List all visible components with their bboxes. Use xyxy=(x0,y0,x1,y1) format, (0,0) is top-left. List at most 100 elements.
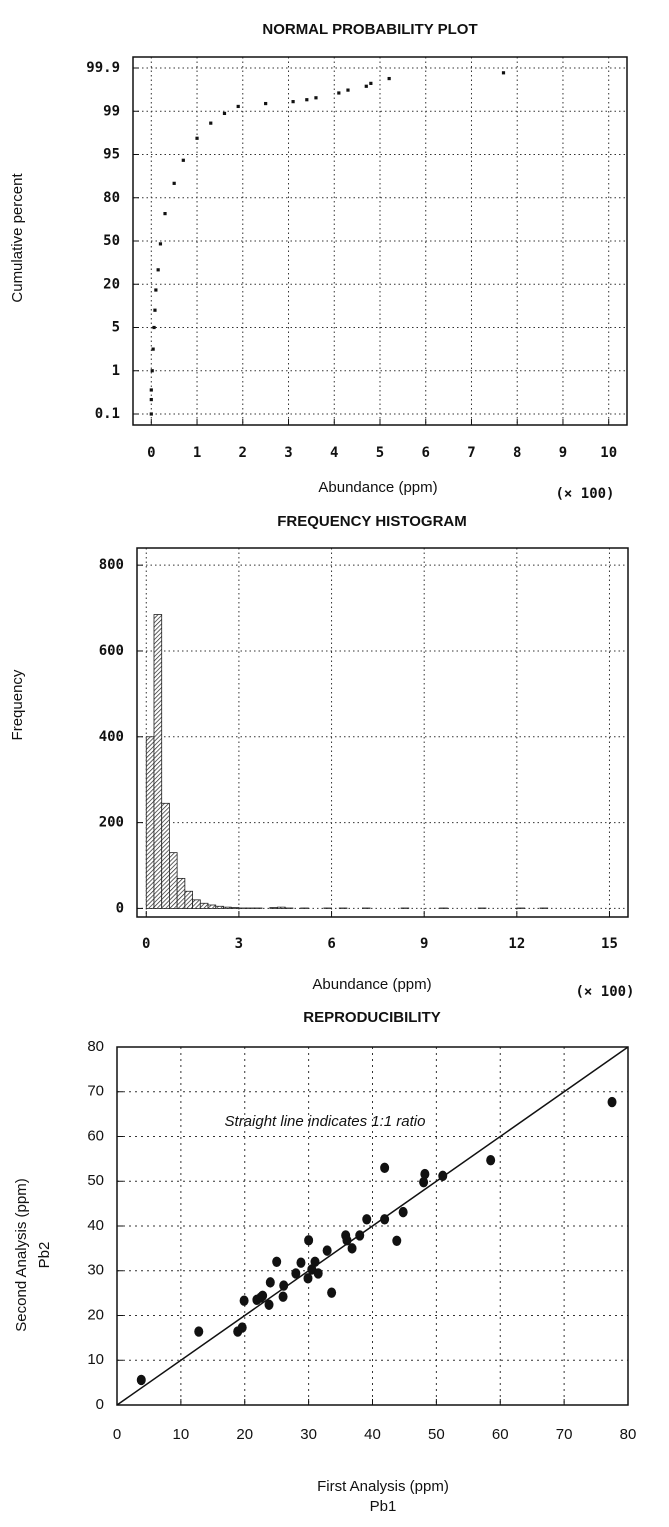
point xyxy=(236,104,240,109)
point xyxy=(304,1235,314,1246)
point xyxy=(607,1096,617,1108)
x-tick-label: 2 xyxy=(239,445,247,461)
y-axis-label: Cumulative percent xyxy=(9,173,26,303)
point xyxy=(362,1214,372,1225)
point xyxy=(149,388,153,392)
point xyxy=(264,1299,274,1310)
point xyxy=(209,121,213,125)
y-tick-label: 70 xyxy=(87,1083,104,1100)
bar xyxy=(230,907,240,909)
point xyxy=(327,1287,337,1298)
x-multiplier: (× 100) xyxy=(555,486,614,502)
point xyxy=(392,1235,402,1246)
point xyxy=(342,1235,352,1246)
point xyxy=(291,100,295,104)
y-tick-label: 0.1 xyxy=(95,406,120,422)
point xyxy=(265,1277,275,1288)
point xyxy=(279,1280,289,1291)
point xyxy=(355,1230,365,1241)
point xyxy=(305,98,309,102)
point xyxy=(195,136,199,140)
x-tick-label: 5 xyxy=(376,445,384,461)
point xyxy=(163,212,167,216)
plot-frame xyxy=(132,56,628,426)
point xyxy=(322,1245,332,1256)
y-tick-label: 400 xyxy=(99,729,124,745)
bar xyxy=(223,906,232,909)
point xyxy=(181,158,185,162)
point xyxy=(172,181,176,185)
y-tick-label: 600 xyxy=(99,643,124,659)
x-tick-label: 4 xyxy=(330,445,338,461)
point xyxy=(156,268,160,272)
point xyxy=(398,1206,408,1218)
bar xyxy=(207,904,217,909)
y-axis-label: Frequency xyxy=(9,669,26,740)
point xyxy=(237,1322,247,1333)
bar xyxy=(169,852,178,909)
y-tick-label: 50 xyxy=(103,233,120,249)
point xyxy=(149,397,153,402)
y-tick-label: 10 xyxy=(87,1351,104,1368)
bar xyxy=(176,877,186,909)
point xyxy=(149,412,153,416)
x-tick-label: 10 xyxy=(600,445,617,461)
x-tick-label: 12 xyxy=(508,936,525,952)
bar xyxy=(199,902,209,909)
y-tick-label: 80 xyxy=(103,190,120,206)
point xyxy=(303,1273,313,1284)
x-tick-label: 80 xyxy=(620,1426,637,1443)
x-tick-label: 0 xyxy=(147,445,155,461)
bar xyxy=(269,907,278,909)
y-tick-label: 200 xyxy=(99,815,124,831)
y-tick-label: 95 xyxy=(103,147,120,163)
y-tick-label: 99 xyxy=(103,103,120,119)
bar xyxy=(184,890,193,909)
x-tick-label: 0 xyxy=(142,936,150,952)
point xyxy=(387,76,391,81)
x-tick-label: 3 xyxy=(235,936,243,952)
y-tick-label: 0 xyxy=(116,900,124,916)
x-tick-label: 70 xyxy=(556,1426,573,1443)
y-tick-label: 80 xyxy=(87,1038,104,1055)
bar xyxy=(192,899,201,909)
bar xyxy=(161,802,170,909)
x-tick-label: 9 xyxy=(420,936,428,952)
point xyxy=(291,1268,301,1279)
point xyxy=(296,1257,306,1268)
point xyxy=(438,1170,448,1182)
y-tick-label: 60 xyxy=(87,1127,104,1144)
point xyxy=(152,325,156,330)
point xyxy=(278,1291,288,1302)
point xyxy=(314,96,318,100)
x-tick-label: 0 xyxy=(113,1426,121,1443)
point xyxy=(136,1374,146,1386)
chart-title: FREQUENCY HISTOGRAM xyxy=(277,513,466,530)
point xyxy=(337,91,341,95)
bar xyxy=(277,906,286,909)
point xyxy=(364,84,368,88)
point xyxy=(222,111,227,116)
bar xyxy=(215,905,224,909)
y-tick-label: 99.9 xyxy=(86,60,120,76)
plot-frame xyxy=(136,547,629,918)
y-tick-label: 0 xyxy=(96,1396,104,1413)
chart-title: REPRODUCIBILITY xyxy=(303,1009,441,1026)
x-tick-label: 40 xyxy=(364,1426,381,1443)
y-axis-label: Second Analysis (ppm) xyxy=(13,1178,30,1331)
point xyxy=(151,347,155,351)
x-tick-label: 15 xyxy=(601,936,618,952)
y-tick-label: 40 xyxy=(87,1217,104,1234)
point xyxy=(153,308,157,312)
x-tick-label: 9 xyxy=(559,445,567,461)
x-tick-label: 60 xyxy=(492,1426,509,1443)
x-tick-label: 1 xyxy=(193,445,201,461)
y-tick-label: 800 xyxy=(99,557,124,573)
y-tick-label: 50 xyxy=(87,1172,104,1189)
point xyxy=(154,288,158,292)
point xyxy=(310,1256,320,1268)
point xyxy=(380,1162,390,1174)
x-axis-label: Abundance (ppm) xyxy=(318,479,437,496)
point xyxy=(158,242,163,246)
